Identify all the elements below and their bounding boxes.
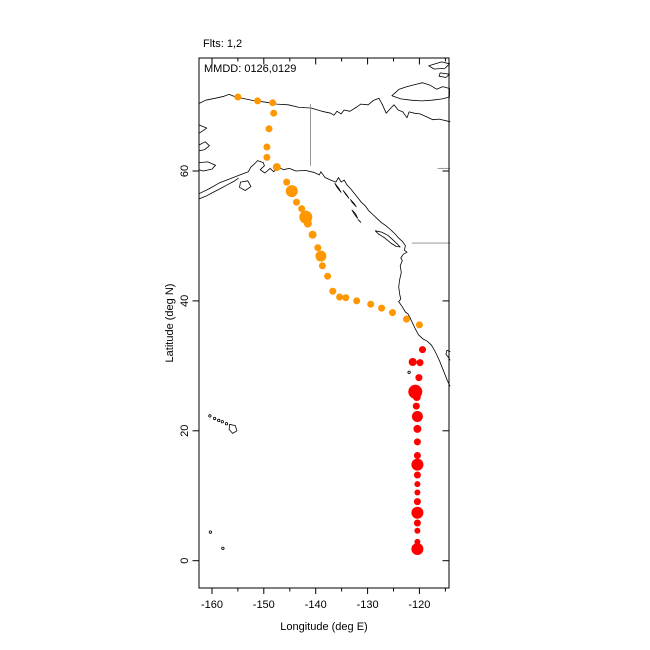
coastline-path: [374, 230, 401, 248]
coastline-path: [428, 61, 450, 70]
data-point-flight_1_0126: [293, 198, 300, 206]
plot-frame: [198, 57, 450, 589]
data-point-flight_1_0126: [324, 272, 332, 280]
coastline-path: [350, 199, 357, 208]
data-point-flight_1_0126: [367, 300, 375, 308]
data-point-flight_1_0126: [378, 304, 386, 312]
coastline-path: [198, 124, 208, 134]
data-point-flight_1_0126: [298, 205, 306, 213]
data-point-flight_2_0129: [413, 498, 421, 506]
data-point-flight_2_0129: [413, 471, 421, 479]
data-point-flight_1_0126: [265, 125, 273, 133]
data-point-flight_2_0129: [419, 346, 426, 354]
data-point-flight_2_0129: [408, 358, 417, 366]
data-point-flight_2_0129: [411, 458, 424, 471]
island-speck: [407, 370, 411, 374]
x-axis-label: Longitude (deg E): [280, 621, 367, 633]
y-axis-label: Latitude (deg N): [164, 284, 176, 363]
axis-tick-layer: -160 -150 -140 -130 -120 0 20 40 60: [179, 58, 449, 611]
y-tick-label: 20: [179, 425, 191, 437]
coastline-path: [198, 177, 239, 200]
y-tick-label: 0: [179, 558, 191, 564]
coastline-path: [334, 183, 342, 193]
island-speck: [217, 418, 221, 422]
coastline-path: [391, 82, 450, 102]
data-point-flight_1_0126: [254, 97, 262, 105]
data-point-flight_1_0126: [314, 244, 322, 252]
data-point-flight_1_0126: [285, 185, 298, 198]
x-tick-label: -160: [201, 599, 223, 611]
data-point-flight_2_0129: [412, 402, 420, 410]
data-point-flight_2_0129: [413, 519, 421, 527]
data-point-flight_1_0126: [263, 143, 271, 151]
data-point-flight_1_0126: [318, 262, 326, 270]
data-point-flight_2_0129: [413, 452, 421, 459]
coastline-path: [351, 209, 359, 219]
island-speck: [213, 416, 217, 421]
island-speck: [208, 530, 212, 534]
x-tick-label: -140: [305, 599, 327, 611]
data-point-flight_1_0126: [353, 297, 361, 305]
data-point-flight_1_0126: [342, 294, 350, 302]
data-point-flight_1_0126: [272, 163, 281, 172]
island-speck: [220, 420, 224, 424]
coastline-path: [198, 161, 216, 172]
data-point-flight_1_0126: [303, 219, 312, 228]
coastline-path: [342, 190, 350, 199]
data-point-flight_1_0126: [329, 287, 337, 295]
data-point-flight_2_0129: [414, 527, 421, 534]
x-tick-label: -120: [408, 599, 430, 611]
data-point-flight_1_0126: [389, 309, 396, 317]
data-point-flight_1_0126: [269, 99, 277, 107]
coastline-path: [198, 94, 451, 123]
data-point-flight_1_0126: [270, 109, 278, 117]
coastline-path: [239, 180, 252, 191]
island-speck: [208, 414, 212, 418]
data-point-flight_1_0126: [308, 230, 317, 239]
data-point-flight_2_0129: [415, 374, 423, 382]
data-point-flight_1_0126: [263, 153, 271, 161]
data-point-flight_2_0129: [416, 359, 424, 367]
data-point-flight_2_0129: [411, 506, 424, 519]
data-point-flight_1_0126: [315, 250, 327, 262]
y-tick-label: 60: [179, 165, 191, 177]
coastline-path: [438, 72, 450, 78]
data-point-flight_1_0126: [336, 293, 344, 301]
x-tick-label: -130: [357, 599, 379, 611]
data-point-flight_2_0129: [414, 481, 421, 488]
y-tick-label: 40: [179, 295, 191, 307]
coastline-path: [228, 423, 238, 434]
island-speck: [221, 546, 225, 551]
data-point-flight_1_0126: [234, 93, 242, 101]
coastline-path: [357, 219, 362, 223]
data-point-flight_1_0126: [403, 315, 410, 323]
data-point-flight_2_0129: [411, 543, 424, 555]
coastline-map-layer: [198, 61, 451, 551]
plot-title: Flts: 1,2: [203, 38, 242, 50]
data-point-layer: [234, 93, 426, 555]
state-border-layer: [310, 104, 450, 244]
data-point-flight_1_0126: [415, 321, 423, 329]
data-point-flight_2_0129: [411, 411, 423, 422]
data-point-flight_2_0129: [412, 393, 421, 401]
island-speck: [224, 422, 229, 426]
mmdd-label: MMDD: 0126,0129: [204, 63, 296, 75]
coastline-path: [198, 160, 451, 387]
x-tick-label: -150: [253, 599, 275, 611]
coastline-path: [198, 141, 210, 152]
data-point-flight_2_0129: [413, 438, 421, 446]
data-point-flight_1_0126: [283, 178, 291, 186]
data-point-flight_2_0129: [414, 489, 421, 496]
data-point-flight_2_0129: [413, 424, 422, 433]
